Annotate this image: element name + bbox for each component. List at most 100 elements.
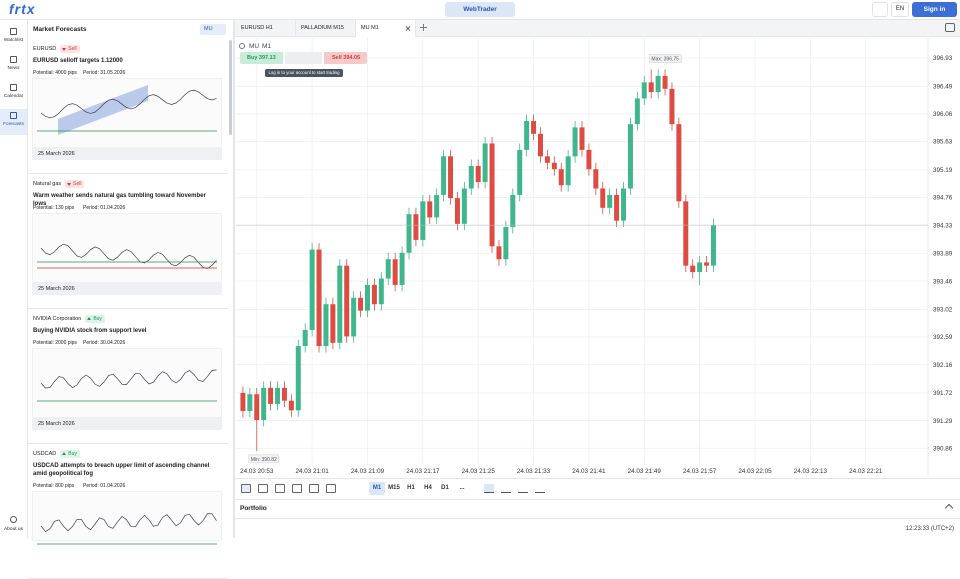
scrollbar[interactable] [229, 40, 232, 135]
forecast-card[interactable]: NVIDIA Corporation Buy Buying NVIDIA stock… [28, 310, 228, 444]
tab[interactable]: PALLADIUM M15 [296, 20, 356, 37]
card-title: Warm weather sends natural gas tumbling … [33, 193, 206, 207]
instrument: USDCAD Buy [33, 450, 228, 458]
tab-label[interactable]: PALLADIUM M15 [301, 25, 344, 31]
toolbar-border [235, 478, 960, 479]
tool-icon[interactable] [292, 484, 302, 493]
thumbnail [32, 78, 222, 148]
info-icon [239, 43, 245, 49]
candle-body [295, 346, 301, 411]
candle-body [697, 262, 703, 273]
tab[interactable]: EURUSD H1 [236, 20, 296, 37]
camera-icon[interactable] [945, 23, 955, 32]
max-label: Max: 396.75 [651, 57, 679, 63]
candle-body [710, 225, 716, 266]
nav-icon [10, 112, 17, 119]
timeframe-button[interactable]: ... [459, 485, 465, 491]
panel-title: Market Forecasts [33, 26, 87, 33]
y-tick-label: 394.76 [933, 195, 953, 202]
forecast-card[interactable]: EURUSD Sell EURUSD selloff targets 1.12000… [28, 40, 228, 174]
language[interactable]: EN [891, 2, 909, 17]
nav-item[interactable]: Watchlist [0, 25, 27, 51]
tool-icon[interactable] [241, 484, 251, 493]
portfolio-bar[interactable] [235, 499, 960, 519]
y-tick-label: 392.59 [933, 334, 953, 341]
add-tab[interactable] [423, 24, 424, 31]
y-tick-label: 391.29 [933, 418, 953, 425]
portfolio-title[interactable]: Portfolio [240, 505, 267, 512]
tool-icon[interactable] [326, 484, 336, 493]
nav-item[interactable]: News [0, 53, 27, 79]
card-title: USDCAD attempts to breach upper limit of… [33, 463, 210, 477]
y-tick-label: 393.46 [933, 278, 953, 285]
candle-body [434, 194, 440, 218]
chart-type-icon[interactable] [535, 484, 545, 493]
candle-body [468, 165, 474, 189]
spread [285, 52, 322, 64]
chart-type-icon[interactable] [501, 484, 511, 493]
candle-body [517, 149, 523, 195]
nav-label[interactable]: Watchlist [3, 38, 24, 43]
top-bar [0, 0, 960, 20]
nav-item[interactable]: Forecasts [0, 109, 27, 135]
sign-in[interactable]: Sign in [912, 2, 957, 17]
timeframe-button[interactable]: M1 [369, 482, 385, 495]
logo[interactable]: frtx [9, 1, 36, 17]
nav-border [27, 20, 28, 538]
y-tick-label: 393.89 [933, 251, 953, 258]
tab-label[interactable]: EURUSD H1 [241, 25, 273, 31]
candle-body [510, 194, 516, 228]
y-tick-label: 393.02 [933, 307, 953, 314]
nav-label[interactable]: News [7, 66, 20, 71]
timeframe-button[interactable]: H4 [424, 485, 432, 491]
candle-body [351, 297, 357, 337]
tag-arrow [62, 48, 67, 51]
card-title: Buying NVIDIA stock from support level [33, 328, 147, 334]
candle-body [448, 156, 454, 199]
theme-toggle[interactable] [872, 2, 888, 17]
candle-body [503, 227, 509, 260]
tab-label[interactable]: MU M1 [361, 25, 379, 31]
tool-icon[interactable] [275, 484, 285, 493]
tool-icon[interactable] [258, 484, 268, 493]
candle-body [593, 169, 599, 189]
card-date: 25 March 2026 [38, 151, 75, 157]
potential: Potential: 800 pips [33, 483, 75, 489]
candle-body [558, 169, 564, 186]
card-date: 25 March 2026 [38, 421, 75, 427]
sell-button[interactable]: Sell 394.05 [324, 52, 367, 64]
x-tick-label: 24.03 22:21 [849, 468, 883, 475]
login-hint: Log in to your account to start trading [265, 69, 343, 77]
timeframe-button[interactable]: M15 [388, 485, 400, 491]
nav-item[interactable]: Calendar [0, 81, 27, 107]
x-tick-label: 24.03 21:49 [628, 468, 662, 475]
direction-tag: Sell [65, 180, 85, 188]
potential: Potential: 4000 pips [33, 70, 77, 76]
y-tick-label: 395.63 [933, 139, 953, 146]
candle-body [316, 249, 322, 347]
candle-body [364, 284, 370, 311]
nav-label[interactable]: Calendar [3, 94, 24, 99]
timeframe-button[interactable]: D1 [441, 485, 449, 491]
forecast-card[interactable]: Natural gas Sell Warm weather sends natura… [28, 175, 228, 309]
tool-icon[interactable] [309, 484, 319, 493]
instrument: NVIDIA Corporation Buy [33, 315, 228, 323]
chart-type-icon[interactable] [484, 484, 494, 493]
tab-bar [235, 20, 960, 37]
forecast-card[interactable]: USDCAD Buy USDCAD attempts to breach upper… [28, 445, 228, 579]
chart-type-icon[interactable] [518, 484, 528, 493]
chart: 390.86 391.29 391.72 392.16 392.59 393.02 393.… [236, 38, 953, 477]
tab[interactable]: MU M1 [356, 20, 416, 37]
candle-body [441, 156, 447, 195]
nav-label[interactable]: Forecasts [2, 122, 25, 127]
buy-button[interactable]: Buy 397.13 [240, 52, 283, 64]
panel-badge[interactable]: MU [200, 24, 226, 35]
nav-label[interactable]: About us [4, 527, 23, 532]
webtrader-button[interactable]: WebTrader [445, 2, 515, 17]
direction-tag: Buy [85, 315, 105, 323]
candle-body [524, 120, 530, 150]
y-tick-label: 394.33 [933, 222, 953, 229]
nav-icon [10, 28, 17, 35]
y-tick-label: 392.16 [933, 362, 953, 369]
timeframe-button[interactable]: H1 [407, 485, 415, 491]
